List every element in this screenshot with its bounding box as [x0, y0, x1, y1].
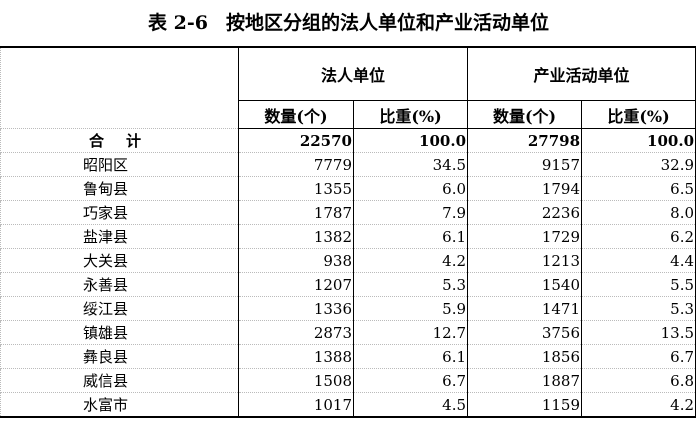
legal-ratio: 7.9	[352, 200, 469, 225]
legal-count: 1336	[238, 296, 354, 321]
legal-ratio: 5.9	[352, 296, 469, 321]
legal-ratio: 12.7	[352, 320, 469, 345]
header-region-cell	[0, 46, 239, 129]
activity-count: 1794	[467, 176, 583, 201]
table-row: 彝良县 1388 6.1 1856 6.7	[0, 344, 697, 369]
table-number: 表 2-6	[148, 12, 208, 34]
table-title: 表 2-6 按地区分组的法人单位和产业活动单位	[0, 0, 697, 46]
header-count: 数量(个)	[238, 100, 354, 129]
table-row: 盐津县 1382 6.1 1729 6.2	[0, 224, 697, 249]
activity-ratio: 6.8	[581, 368, 697, 393]
activity-ratio: 32.9	[581, 152, 697, 177]
activity-count: 1159	[467, 392, 583, 418]
statistics-table: 法人单位 产业活动单位 数量(个) 比重(%) 数量(个) 比重(%) 合计 2…	[0, 46, 697, 418]
table-row: 巧家县 1787 7.9 2236 8.0	[0, 200, 697, 225]
region-name: 昭阳区	[0, 152, 239, 177]
legal-ratio: 4.2	[352, 248, 469, 273]
activity-ratio: 8.0	[581, 200, 697, 225]
region-name: 鲁甸县	[0, 176, 239, 201]
region-name: 彝良县	[0, 344, 239, 369]
activity-count: 3756	[467, 320, 583, 345]
activity-ratio: 6.2	[581, 224, 697, 249]
activity-ratio: 4.2	[581, 392, 697, 418]
activity-ratio: 5.3	[581, 296, 697, 321]
legal-count: 2873	[238, 320, 354, 345]
region-name: 永善县	[0, 272, 239, 297]
header-count: 数量(个)	[467, 100, 583, 129]
legal-ratio: 6.1	[352, 224, 469, 249]
legal-count: 1207	[238, 272, 354, 297]
legal-count: 22570	[238, 128, 354, 153]
legal-ratio: 100.0	[352, 128, 469, 153]
table-row: 永善县 1207 5.3 1540 5.5	[0, 272, 697, 297]
activity-ratio: 6.5	[581, 176, 697, 201]
total-label: 合计	[0, 128, 239, 153]
header-activity-units: 产业活动单位	[467, 46, 697, 101]
header-ratio: 比重(%)	[352, 100, 469, 129]
table-row: 威信县 1508 6.7 1887 6.8	[0, 368, 697, 393]
activity-count: 1887	[467, 368, 583, 393]
legal-count: 1388	[238, 344, 354, 369]
table-row: 水富市 1017 4.5 1159 4.2	[0, 392, 697, 418]
legal-ratio: 5.3	[352, 272, 469, 297]
activity-ratio: 5.5	[581, 272, 697, 297]
legal-ratio: 4.5	[352, 392, 469, 418]
activity-count: 1729	[467, 224, 583, 249]
activity-ratio: 6.7	[581, 344, 697, 369]
header-row-1: 法人单位 产业活动单位	[0, 46, 697, 129]
legal-count: 1787	[238, 200, 354, 225]
legal-count: 1017	[238, 392, 354, 418]
header-row-2: 数量(个) 比重(%) 数量(个) 比重(%)	[1, 100, 697, 129]
legal-count: 938	[238, 248, 354, 273]
table-caption: 按地区分组的法人单位和产业活动单位	[225, 12, 549, 34]
total-row: 合计 22570 100.0 27798 100.0	[0, 128, 697, 153]
table-row: 鲁甸县 1355 6.0 1794 6.5	[0, 176, 697, 201]
legal-count: 1382	[238, 224, 354, 249]
activity-count: 2236	[467, 200, 583, 225]
activity-count: 1540	[467, 272, 583, 297]
legal-ratio: 6.1	[352, 344, 469, 369]
table-row: 昭阳区 7779 34.5 9157 32.9	[0, 152, 697, 177]
activity-count: 1471	[467, 296, 583, 321]
region-name: 绥江县	[0, 296, 239, 321]
activity-count: 27798	[467, 128, 583, 153]
legal-ratio: 6.0	[352, 176, 469, 201]
table-row: 镇雄县 2873 12.7 3756 13.5	[0, 320, 697, 345]
region-name: 镇雄县	[0, 320, 239, 345]
activity-ratio: 13.5	[581, 320, 697, 345]
legal-ratio: 34.5	[352, 152, 469, 177]
activity-ratio: 4.4	[581, 248, 697, 273]
region-name: 巧家县	[0, 200, 239, 225]
region-name: 水富市	[0, 392, 239, 418]
table-row: 绥江县 1336 5.9 1471 5.3	[0, 296, 697, 321]
region-name: 大关县	[0, 248, 239, 273]
legal-ratio: 6.7	[352, 368, 469, 393]
legal-count: 7779	[238, 152, 354, 177]
activity-count: 1856	[467, 344, 583, 369]
region-name: 威信县	[0, 368, 239, 393]
header-legal-units: 法人单位	[237, 46, 469, 101]
region-name: 盐津县	[0, 224, 239, 249]
legal-count: 1508	[238, 368, 354, 393]
activity-ratio: 100.0	[581, 128, 697, 153]
table-row: 大关县 938 4.2 1213 4.4	[0, 248, 697, 273]
legal-count: 1355	[238, 176, 354, 201]
header-ratio: 比重(%)	[581, 100, 697, 129]
activity-count: 1213	[467, 248, 583, 273]
activity-count: 9157	[467, 152, 583, 177]
